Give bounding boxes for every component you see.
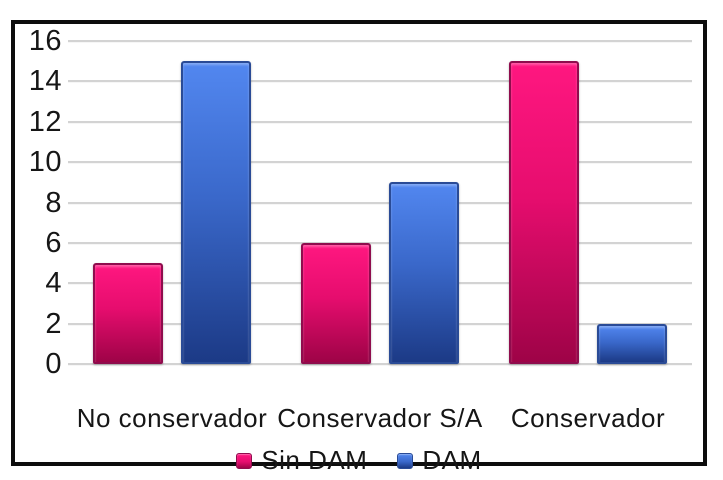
legend-item-sin-dam: Sin DAM bbox=[236, 445, 367, 476]
y-tick-label-4: 4 bbox=[45, 267, 62, 300]
gridline-0 bbox=[68, 363, 692, 365]
y-tick-label-14: 14 bbox=[28, 65, 62, 98]
gridline-12 bbox=[68, 120, 692, 123]
gridline-2 bbox=[68, 322, 692, 325]
bar-sin-dam-3 bbox=[509, 61, 579, 364]
x-category-label-1: No conservador bbox=[76, 403, 268, 433]
x-category-label-3: Conservador bbox=[510, 403, 666, 433]
y-tick-label-2: 2 bbox=[45, 307, 62, 340]
y-tick-label-10: 10 bbox=[28, 146, 62, 179]
x-category-label-2: Conservador S/A bbox=[277, 403, 483, 433]
legend-label: Sin DAM bbox=[261, 445, 368, 475]
gridline-6 bbox=[68, 241, 692, 244]
y-tick-label-16: 16 bbox=[28, 25, 62, 57]
chart-frame: 0 2 4 6 8 10 12 14 16 No conservador Conservador … bbox=[11, 20, 707, 475]
y-tick-label-0: 0 bbox=[45, 348, 62, 380]
y-tick-label-6: 6 bbox=[45, 226, 62, 259]
legend-swatch-icon bbox=[397, 452, 414, 469]
legend-item-dam: DAM bbox=[397, 445, 481, 476]
y-tick-label-12: 12 bbox=[28, 105, 62, 138]
y-tick-label-8: 8 bbox=[45, 186, 62, 219]
bar-sin-dam-1 bbox=[93, 263, 163, 364]
gridline-14 bbox=[68, 80, 692, 83]
gridline-16 bbox=[68, 40, 692, 42]
bar-dam-2 bbox=[389, 182, 459, 364]
gridline-10 bbox=[68, 161, 692, 164]
bar-dam-3 bbox=[597, 324, 667, 364]
gridline-4 bbox=[68, 282, 692, 285]
legend-swatch-icon bbox=[236, 452, 253, 469]
bar-dam-1 bbox=[181, 61, 251, 364]
gridline-8 bbox=[68, 201, 692, 204]
legend-label: DAM bbox=[422, 445, 482, 475]
legend: Sin DAM DAM bbox=[15, 445, 703, 476]
bar-sin-dam-2 bbox=[301, 243, 371, 364]
plot-area bbox=[68, 40, 692, 365]
